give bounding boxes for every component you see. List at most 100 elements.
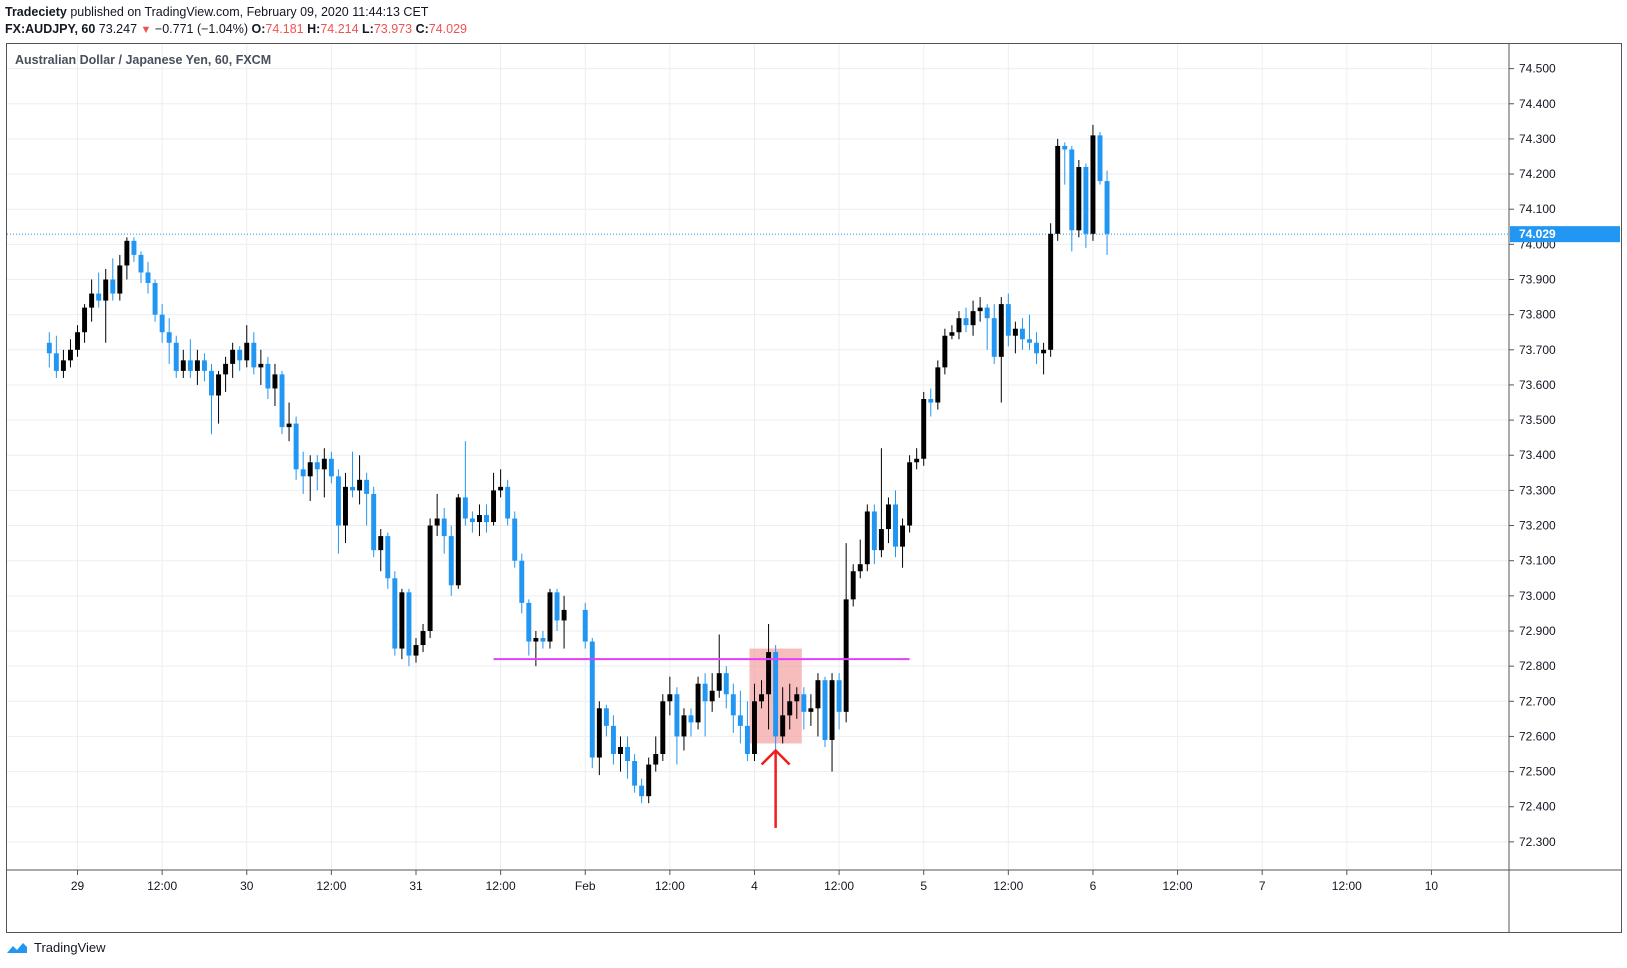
time-tick-label: 29: [71, 879, 85, 893]
candle-body: [455, 497, 461, 586]
price-tick-label: 73.800: [1519, 308, 1556, 322]
price-tick-label: 73.500: [1519, 413, 1556, 427]
high-value: 74.214: [320, 22, 359, 36]
candle-body: [998, 304, 1004, 357]
author-name[interactable]: Tradeciety: [5, 5, 67, 19]
candle-body: [194, 360, 200, 371]
candle-body: [462, 497, 468, 519]
time-tick-label: 12:00: [316, 879, 346, 893]
chart-annotations: [493, 658, 910, 828]
candle-body: [124, 240, 130, 266]
tradingview-logo-icon[interactable]: [6, 941, 28, 955]
candle-body: [406, 592, 412, 656]
candle-body: [688, 715, 694, 723]
candle-body: [96, 293, 102, 301]
candle-body: [914, 458, 920, 463]
footer: TradingView: [6, 940, 106, 955]
candle-body: [780, 715, 786, 737]
candle-body: [871, 511, 877, 551]
time-tick-label: Feb: [575, 879, 596, 893]
candle-body: [822, 680, 828, 740]
candle-body: [744, 725, 750, 755]
chart-grid: [7, 44, 1509, 870]
candle-body: [773, 652, 779, 737]
candle-body: [82, 307, 88, 333]
candle-body: [505, 486, 511, 519]
publish-line: Tradeciety published on TradingView.com,…: [5, 4, 467, 21]
close-label: C:: [415, 22, 429, 36]
candle-body: [89, 293, 95, 308]
low-label: L:: [362, 22, 374, 36]
candle-body: [343, 486, 348, 526]
candle-body: [138, 254, 144, 273]
candle-body: [286, 423, 292, 428]
candle-body: [399, 592, 405, 649]
candle-body: [491, 490, 497, 523]
candle-body: [632, 761, 638, 786]
candle-body: [1069, 149, 1075, 231]
price-tick-label: 72.700: [1519, 694, 1556, 708]
candle-body: [371, 493, 377, 551]
candle-body: [251, 342, 257, 368]
candle-body: [385, 536, 391, 579]
time-tick-label: 6: [1090, 879, 1097, 893]
candlestick-chart[interactable]: 29 12:00 30 12:00 31 12:00 Feb 12:00 4 12:00 5 12:0…: [7, 44, 1621, 932]
price-tick-label: 73.600: [1519, 378, 1556, 392]
candle-body: [984, 307, 990, 319]
candle-body: [850, 571, 856, 600]
candle-body: [963, 318, 969, 326]
chart-frame[interactable]: 29 12:00 30 12:00 31 12:00 Feb 12:00 4 12:00 5 12:0…: [6, 43, 1622, 933]
candle-body: [1019, 328, 1025, 340]
candle-body: [110, 279, 116, 294]
price-tick-label: 73.400: [1519, 448, 1556, 462]
candle-body: [413, 645, 419, 656]
candle-body: [201, 360, 207, 371]
published-text: published on TradingView.com, February 0…: [70, 5, 429, 19]
candle-body: [258, 363, 264, 368]
time-tick-label: 4: [751, 879, 758, 893]
candle-body: [223, 363, 229, 375]
candle-body: [582, 609, 588, 642]
candle-body: [674, 694, 680, 737]
symbol-line: FX:AUDJPY, 60 73.247 ▼ −0.771 (−1.04%) O…: [5, 21, 467, 39]
candle-body: [857, 564, 863, 572]
candle-body: [787, 701, 793, 716]
candle-body: [829, 680, 835, 740]
last-price: 73.247: [98, 22, 138, 36]
price-tick-label: 74.400: [1519, 97, 1556, 111]
chart-overlays: [7, 233, 1509, 744]
candle-body: [540, 638, 546, 642]
candle-body: [836, 680, 842, 712]
candle-body: [103, 279, 109, 301]
candle-body: [145, 272, 151, 284]
candle-body: [907, 462, 913, 526]
candle-body: [928, 399, 934, 403]
candle-body: [230, 349, 236, 364]
price-tick-label: 73.000: [1519, 589, 1556, 603]
candle-body: [1034, 342, 1040, 354]
symbol-label[interactable]: FX:AUDJPY, 60: [5, 22, 96, 36]
close-value: 74.029: [428, 22, 467, 36]
candle-body: [1090, 135, 1096, 234]
price-tick-label: 72.300: [1519, 835, 1556, 849]
arrow-head-icon: [760, 748, 791, 766]
price-tick-label: 72.800: [1519, 659, 1556, 673]
candle-body: [420, 630, 426, 646]
price-tick-label: 72.500: [1519, 765, 1556, 779]
candle-body: [1027, 339, 1032, 343]
candle-body: [427, 525, 433, 631]
candle-body: [265, 363, 271, 389]
candle-body: [547, 592, 553, 642]
brand-name[interactable]: TradingView: [34, 940, 106, 955]
candle-body: [328, 458, 334, 477]
candle-body: [364, 479, 370, 494]
candle-body: [1055, 145, 1061, 234]
candle-body: [730, 694, 736, 716]
candle-body: [653, 754, 659, 765]
candle-body: [533, 638, 539, 642]
time-axis: 29 12:00 30 12:00 31 12:00 Feb 12:00 4 12:00 5 12:0…: [7, 869, 1621, 893]
price-tick-label: 74.100: [1519, 202, 1556, 216]
candle-body: [180, 360, 186, 371]
candle-body: [512, 518, 518, 561]
price-tick-label: 73.200: [1519, 519, 1556, 533]
